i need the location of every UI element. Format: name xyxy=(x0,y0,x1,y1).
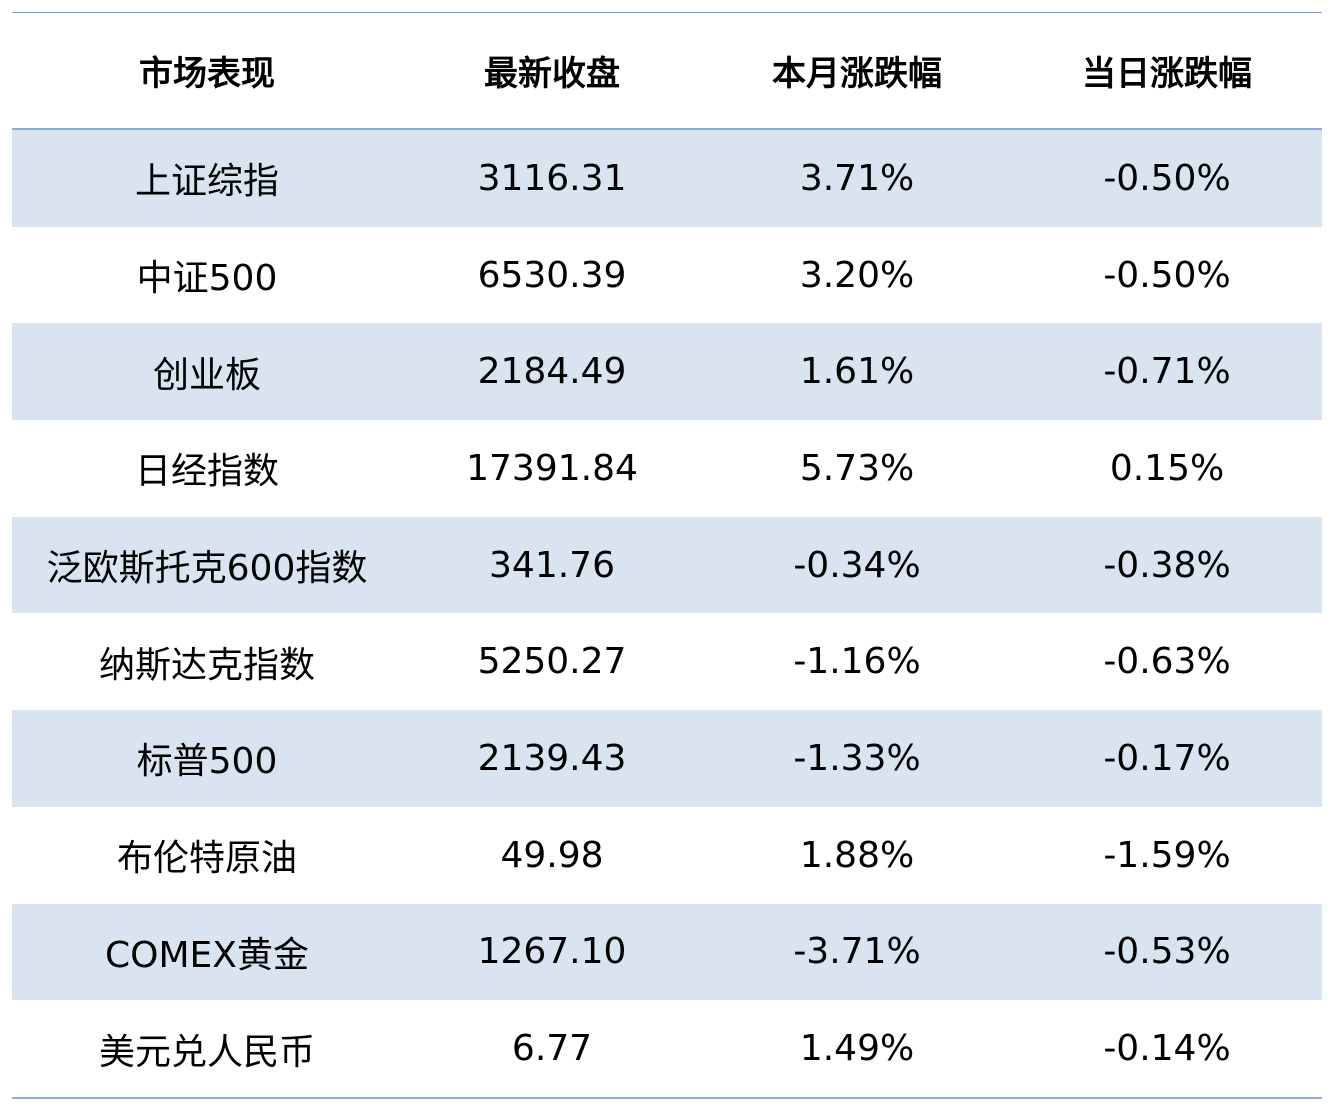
row-close: 1267.10 xyxy=(477,931,627,973)
table-row: COMEX黄金 1267.10 -3.71% -0.53% xyxy=(12,903,1322,1001)
table-row: 中证500 6530.39 3.20% -0.50% xyxy=(12,227,1322,324)
row-close: 6530.39 xyxy=(477,254,627,296)
row-close: 2184.49 xyxy=(477,351,627,393)
row-name: 美元兑人民币 xyxy=(98,1031,315,1073)
row-name: 布伦特原油 xyxy=(116,838,297,880)
row-name: 创业板 xyxy=(152,354,261,396)
row-close: 49.98 xyxy=(500,834,604,876)
header-market: 市场表现 xyxy=(139,54,275,94)
header-day-change: 当日涨跌幅 xyxy=(1082,54,1252,94)
header-rule xyxy=(12,128,1322,130)
table-row: 标普500 2139.43 -1.33% -0.17% xyxy=(12,710,1322,807)
row-day-change: -0.71% xyxy=(1103,351,1231,393)
row-month-change: 5.73% xyxy=(799,447,915,489)
row-day-change: -0.38% xyxy=(1103,544,1231,586)
row-month-change: 3.20% xyxy=(799,254,915,296)
row-name: COMEX黄金 xyxy=(105,934,309,976)
row-month-change: 3.71% xyxy=(799,157,915,199)
table-row: 创业板 2184.49 1.61% -0.71% xyxy=(12,323,1322,421)
row-name: 上证综指 xyxy=(134,161,279,203)
header-latest-close: 最新收盘 xyxy=(484,54,620,94)
row-close: 2139.43 xyxy=(477,737,627,779)
row-close: 3116.31 xyxy=(477,157,627,199)
table-bottom-rule xyxy=(12,1096,1322,1099)
row-day-change: -0.50% xyxy=(1103,254,1231,296)
table-row: 美元兑人民币 6.77 1.49% -0.14% xyxy=(12,1000,1322,1097)
table-row: 布伦特原油 49.98 1.88% -1.59% xyxy=(12,807,1322,904)
row-name: 日经指数 xyxy=(134,451,279,493)
table-row: 日经指数 17391.84 5.73% 0.15% xyxy=(12,420,1322,517)
row-close: 5250.27 xyxy=(477,641,627,683)
row-day-change: -0.14% xyxy=(1103,1028,1231,1070)
row-month-change: 1.88% xyxy=(799,834,915,876)
row-month-change: 1.61% xyxy=(799,351,915,393)
row-day-change: -0.50% xyxy=(1103,157,1231,199)
row-name: 中证500 xyxy=(136,258,278,300)
row-name: 泛欧斯托克600指数 xyxy=(46,548,368,590)
table-row: 泛欧斯托克600指数 341.76 -0.34% -0.38% xyxy=(12,516,1322,614)
table-row: 上证综指 3116.31 3.71% -0.50% xyxy=(12,130,1322,227)
market-table: 市场表现 最新收盘 本月涨跌幅 当日涨跌幅 上证综指 3116.31 3.71%… xyxy=(12,12,1322,1099)
row-month-change: -3.71% xyxy=(793,931,921,973)
row-day-change: -0.63% xyxy=(1103,641,1231,683)
row-close: 17391.84 xyxy=(466,447,638,489)
row-day-change: -1.59% xyxy=(1103,834,1231,876)
table-top-rule xyxy=(12,12,1322,13)
row-month-change: 1.49% xyxy=(799,1028,915,1070)
header-month-change: 本月涨跌幅 xyxy=(772,54,942,94)
table-header-row: 市场表现 最新收盘 本月涨跌幅 当日涨跌幅 xyxy=(12,13,1322,128)
row-month-change: -1.16% xyxy=(793,641,921,683)
row-close: 341.76 xyxy=(489,544,615,586)
row-month-change: -1.33% xyxy=(793,737,921,779)
row-name: 标普500 xyxy=(136,741,278,783)
row-name: 纳斯达克指数 xyxy=(98,644,315,686)
table-row: 纳斯达克指数 5250.27 -1.16% -0.63% xyxy=(12,613,1322,710)
row-close: 6.77 xyxy=(511,1028,593,1070)
row-day-change: -0.17% xyxy=(1103,737,1231,779)
row-month-change: -0.34% xyxy=(793,544,921,586)
row-day-change: 0.15% xyxy=(1109,447,1225,489)
row-day-change: -0.53% xyxy=(1103,931,1231,973)
